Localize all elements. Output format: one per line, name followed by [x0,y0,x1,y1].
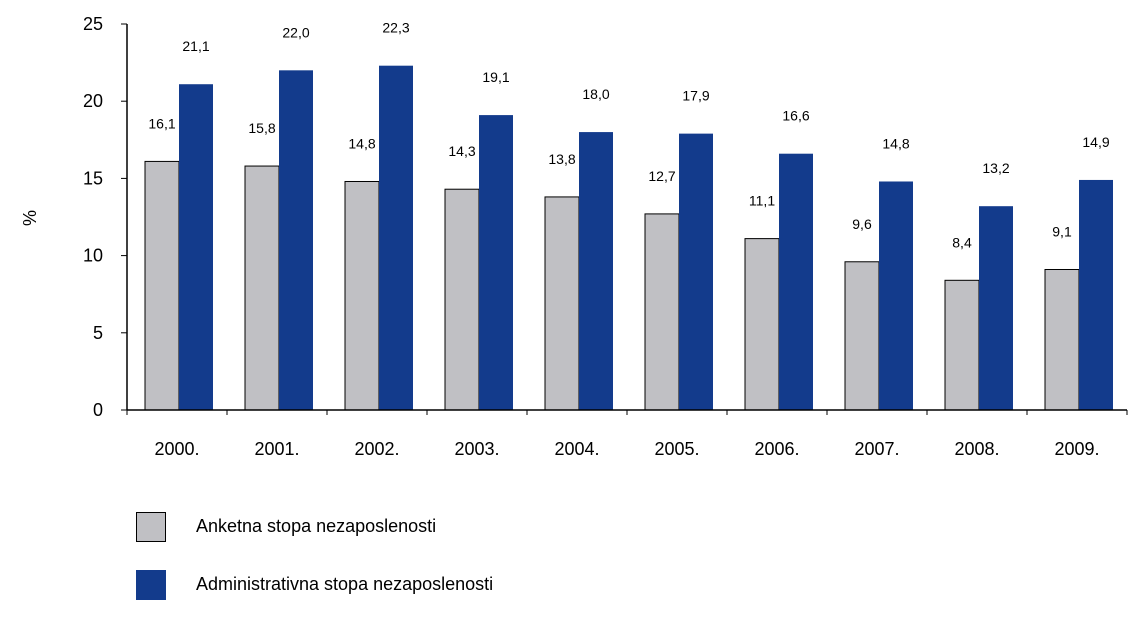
x-tick-label-8: 2008. [954,439,999,459]
y-tick-label-1: 5 [93,323,103,343]
bar-anketna-2 [344,180,380,411]
data-label-administrativna-5: 17,9 [682,88,709,104]
y-tick-label-5: 25 [83,14,103,34]
bar-anketna-9 [1044,268,1080,411]
bar-administrativna-0 [179,84,213,410]
bar-administrativna-4 [579,132,613,410]
bar-anketna-4 [544,196,580,411]
data-label-anketna-9: 9,1 [1052,223,1072,239]
data-label-administrativna-3: 19,1 [482,69,509,85]
data-label-administrativna-7: 14,8 [882,135,909,151]
data-label-anketna-6: 11,1 [749,193,775,209]
bar-administrativna-5 [679,133,713,410]
legend-label-administrativna: Administrativna stopa nezaposlenosti [196,574,494,594]
bar-administrativna-2 [379,65,413,411]
bar-anketna-8 [944,279,980,411]
data-label-administrativna-0: 21,1 [182,38,209,54]
data-labels: 16,1 21,1 15,8 22,0 14,8 22,3 14,3 19,1 13,8 18,0… [148,20,1109,251]
x-tick-label-9: 2009. [1054,439,1099,459]
bar-anketna-1 [244,165,280,411]
data-label-administrativna-4: 18,0 [582,86,609,102]
axes: 2000. 2001. 2002. 2003. 2004. 2005. 2006. 2007.… [83,14,1128,459]
bar-administrativna-3 [479,115,513,410]
x-tick-label-0: 2000. [154,439,199,459]
legend-swatch-administrativna [136,570,166,600]
x-tick-label-3: 2003. [454,439,499,459]
bar-administrativna-9 [1079,179,1113,410]
bar-administrativna-6 [779,153,813,411]
data-label-anketna-7: 9,6 [852,216,872,232]
y-tick-label-3: 15 [83,168,103,188]
data-label-anketna-4: 13,8 [548,151,575,167]
bar-anketna-3 [444,188,480,411]
y-tick-label-2: 10 [83,246,103,266]
bar-anketna-5 [644,213,680,411]
bar-administrativna-7 [879,181,913,410]
x-tick-label-5: 2005. [654,439,699,459]
data-label-administrativna-8: 13,2 [982,160,1009,176]
bar-anketna-6 [744,238,780,411]
y-tick-label-4: 20 [83,91,103,111]
x-tick-label-1: 2001. [254,439,299,459]
data-label-anketna-8: 8,4 [952,234,972,250]
bar-anketna-0 [144,160,180,411]
data-label-anketna-5: 12,7 [648,168,675,184]
bar-administrativna-8 [979,206,1013,410]
data-label-administrativna-1: 22,0 [282,24,309,40]
legend-swatch-anketna [136,512,166,542]
bar-anketna-7 [844,261,880,411]
y-axis-label: % [20,210,40,226]
data-label-anketna-1: 15,8 [248,120,275,136]
data-label-administrativna-2: 22,3 [382,20,409,36]
y-tick-label-0: 0 [93,400,103,420]
data-label-administrativna-6: 16,6 [782,108,809,124]
bar-administrativna-1 [279,70,313,410]
data-label-anketna-3: 14,3 [448,143,475,159]
x-tick-label-7: 2007. [854,439,899,459]
data-label-anketna-0: 16,1 [148,115,175,131]
x-tick-label-6: 2006. [754,439,799,459]
bars [144,65,1113,411]
bar-chart: % 16,1 21,1 15,8 22,0 14,8 22,3 14,3 19,1 13,8 18… [20,14,1128,459]
x-tick-label-4: 2004. [554,439,599,459]
x-tick-label-2: 2002. [354,439,399,459]
data-label-anketna-2: 14,8 [348,135,375,151]
legend-label-anketna: Anketna stopa nezaposlenosti [196,516,437,536]
data-label-administrativna-9: 14,9 [1082,134,1109,150]
